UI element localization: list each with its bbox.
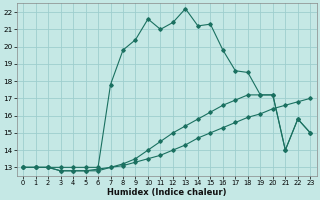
X-axis label: Humidex (Indice chaleur): Humidex (Indice chaleur) bbox=[107, 188, 227, 197]
